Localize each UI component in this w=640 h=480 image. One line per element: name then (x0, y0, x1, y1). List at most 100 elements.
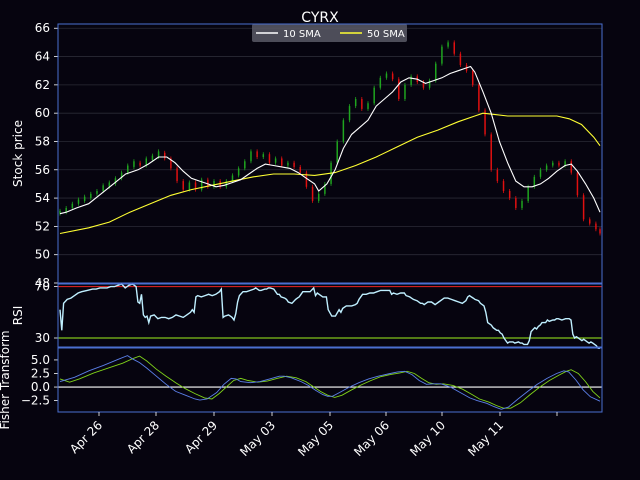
candle-body (311, 186, 314, 201)
candle-body (305, 172, 308, 187)
candle-body (582, 195, 585, 220)
legend-label: 50 SMA (367, 29, 405, 40)
candle-body (441, 46, 443, 64)
fisher-line (59, 355, 601, 410)
candle-body (225, 181, 228, 187)
candle-body (237, 168, 240, 176)
candle-body (521, 200, 523, 208)
rsi-panel-frame (57, 283, 603, 348)
candle-body (533, 176, 536, 187)
candle-body (120, 172, 123, 179)
rsi-y-axis-label: RSI (11, 306, 25, 326)
sma10-line (59, 65, 601, 215)
price-y-tick-label: 52 (35, 219, 50, 233)
candle-body (478, 84, 480, 111)
fisher-y-axis-label: Fisher Transform (0, 330, 12, 429)
candle-body (599, 229, 601, 234)
price-y-tick-label: 56 (35, 163, 50, 177)
rsi-panel: 30 70 RSI (11, 280, 603, 349)
candle-body (207, 179, 209, 187)
candle-body (564, 161, 566, 166)
price-y-tick-label: 54 (35, 191, 50, 205)
candle-body (182, 181, 184, 190)
candle-body (545, 165, 548, 170)
rsi-y-tick-label: 30 (35, 331, 50, 345)
candle-body (558, 162, 560, 166)
candle-body (90, 193, 92, 199)
candle-body (385, 73, 388, 78)
candle-body (281, 158, 283, 166)
fisher-panel: 5.02.50.0−2.5 Fisher Transform (0, 330, 603, 430)
legend-label: 10 SMA (283, 29, 321, 40)
candle-body (490, 134, 492, 170)
price-y-tick-label: 50 (35, 248, 50, 262)
candle-body (404, 84, 406, 100)
candle-body (496, 169, 499, 182)
candle-body (59, 210, 61, 214)
candle-body (231, 175, 234, 182)
candle-body (157, 151, 160, 158)
candle-body (293, 162, 295, 167)
price-y-axis-label: Stock price (11, 120, 25, 187)
candle-body (102, 185, 104, 192)
candle-body (213, 181, 215, 187)
candle-body (256, 151, 258, 158)
price-legend: 10 SMA 50 SMA (252, 24, 407, 42)
candle-body (317, 193, 320, 201)
candle-body (373, 87, 375, 104)
rsi-line (59, 283, 600, 349)
candle-body (299, 166, 302, 173)
candle-body (65, 207, 67, 213)
candle-body (176, 168, 178, 182)
fisher-signal-line (59, 355, 601, 409)
candle-body (96, 191, 98, 194)
price-y-tick-label: 62 (35, 78, 50, 92)
candle-body (484, 110, 486, 135)
candle-body (576, 172, 579, 196)
candle-body (447, 42, 449, 47)
sma50-line (59, 112, 601, 235)
candle-body (151, 155, 154, 160)
candle-body (502, 181, 505, 192)
candle-body (188, 182, 191, 190)
candle-body (163, 152, 166, 159)
candle-body (77, 199, 80, 204)
candle-body (287, 162, 289, 166)
candle-body (268, 154, 271, 163)
fisher-y-tick-label: −2.5 (21, 394, 50, 408)
candle-body (539, 169, 542, 177)
candle-body (422, 82, 425, 88)
candle-body (515, 198, 517, 208)
candle-body (108, 182, 111, 187)
candle-body (194, 182, 197, 190)
candle-body (83, 196, 86, 201)
fisher-y-tick-label: 5.0 (31, 353, 50, 367)
candle-body (354, 99, 357, 107)
fisher-y-tick-label: 2.5 (31, 366, 50, 380)
candle-body (342, 120, 345, 142)
candle-body (570, 161, 573, 173)
price-y-tick-label: 48 (35, 276, 50, 290)
candle-body (127, 165, 129, 173)
candle-body (508, 191, 511, 199)
candle-body (398, 79, 400, 100)
legend-box (252, 24, 407, 42)
fisher-y-tick-label: 0.0 (31, 380, 50, 394)
price-y-tick-label: 64 (35, 50, 50, 64)
candle-body (145, 158, 148, 166)
candle-body (200, 179, 203, 190)
candle-body (391, 73, 394, 80)
candle-body (250, 151, 252, 162)
candle-body (274, 158, 277, 163)
candle-body (244, 161, 246, 169)
candle-body (459, 53, 462, 66)
candle-body (262, 154, 265, 158)
price-panel-frame (57, 23, 603, 284)
candle-body (589, 219, 591, 224)
candle-body (170, 158, 172, 169)
candle-body (139, 162, 141, 166)
candle-body (471, 70, 474, 85)
candle-body (71, 203, 74, 208)
